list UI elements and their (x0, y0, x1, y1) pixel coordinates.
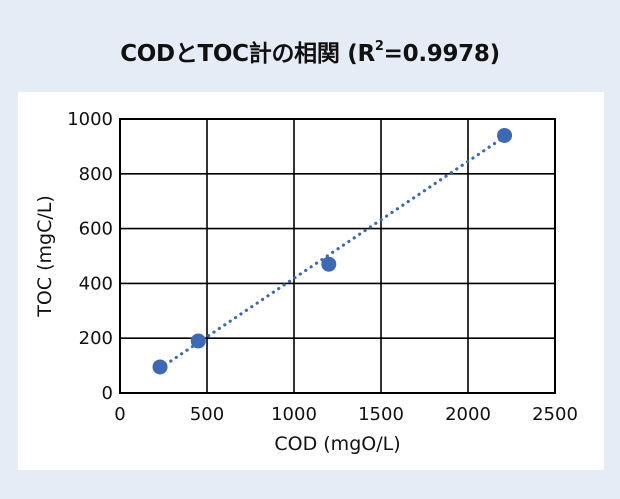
tick-labels: 0 500 1000 1500 2000 2500 0 200 400 600 800 1000 (67, 109, 578, 425)
plot-border (119, 118, 556, 394)
y-tick-label: 200 (79, 328, 113, 349)
x-axis-label: COD (mgO/L) (274, 433, 400, 455)
axis-labels: COD (mgO/L) TOC (mgC/L) (34, 195, 401, 455)
y-tick-label: 0 (102, 383, 113, 404)
chart-title-tail: =0.9978) (383, 41, 500, 67)
grid-lines (119, 118, 556, 394)
y-tick-label: 400 (79, 273, 113, 294)
y-tick-label: 600 (79, 219, 113, 240)
data-point (152, 359, 168, 375)
data-point (321, 256, 337, 272)
data-points (152, 127, 513, 375)
x-tick-label: 1000 (271, 404, 317, 425)
x-tick-label: 500 (190, 404, 224, 425)
chart-panel: 0 500 1000 1500 2000 2500 0 200 400 600 800 1000 CO… (18, 92, 604, 470)
y-axis-label: TOC (mgC/L) (34, 195, 56, 318)
y-tick-label: 800 (79, 164, 113, 185)
x-tick-label: 0 (114, 404, 125, 425)
x-tick-label: 1500 (358, 404, 404, 425)
y-tick-label: 1000 (67, 109, 113, 130)
chart-title: CODとTOC計の相関 (R2=0.9978) (0, 34, 620, 68)
x-tick-label: 2000 (445, 404, 491, 425)
chart-title-main: CODとTOC計の相関 (R (120, 41, 375, 67)
data-point (497, 127, 513, 143)
data-point (190, 333, 206, 349)
trendline (158, 135, 507, 370)
trendline-layer (158, 135, 507, 370)
x-tick-label: 2500 (532, 404, 578, 425)
scatter-plot: 0 500 1000 1500 2000 2500 0 200 400 600 800 1000 CO… (34, 109, 578, 455)
chart-title-superscript: 2 (374, 39, 384, 55)
